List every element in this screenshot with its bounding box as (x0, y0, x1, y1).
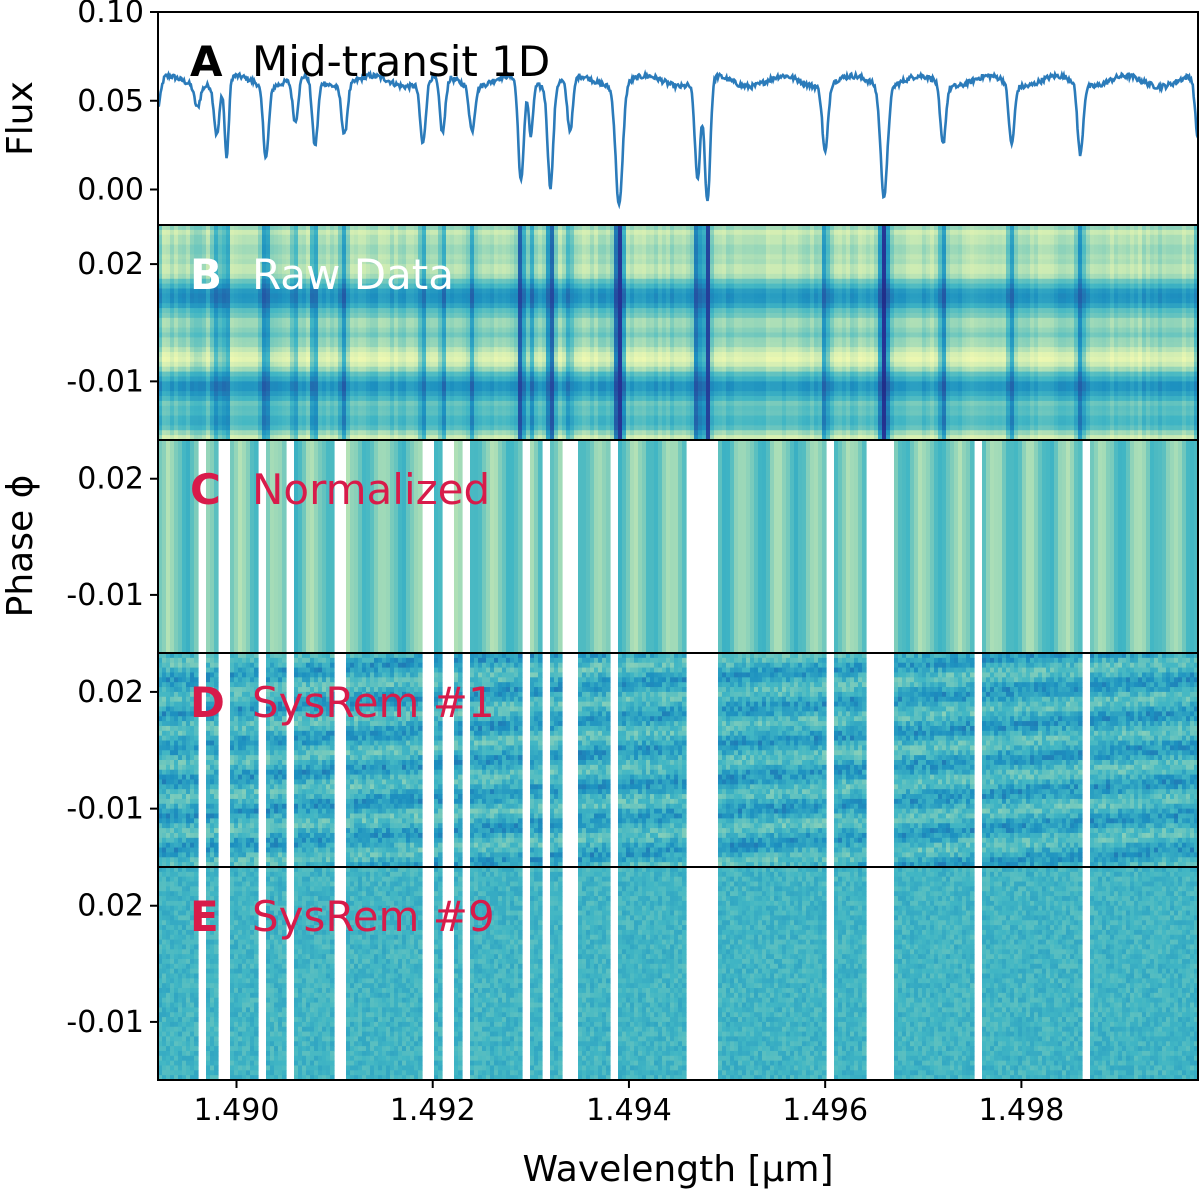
panel-b-label: B Raw Data (190, 250, 454, 299)
x-axis: 1.490 1.492 1.494 1.496 1.498 (194, 1080, 1064, 1128)
flux-axis-title: Flux (0, 81, 41, 156)
y-tick-label: -0.01 (66, 792, 144, 827)
panel-title: SysRem #9 (252, 892, 495, 941)
y-tick-label: 0.00 (77, 173, 144, 208)
heatmap-sysrem9 (158, 867, 1198, 1080)
x-tick-label: 1.498 (978, 1093, 1064, 1128)
x-axis-title: Wavelength [µm] (522, 1149, 833, 1190)
y-tick-label: -0.01 (66, 364, 144, 399)
shared-y-axis-title: Phase ϕ (0, 475, 41, 618)
y-tick-label: 0.02 (77, 462, 144, 497)
panel-letter: E (190, 892, 219, 941)
x-tick-label: 1.496 (782, 1093, 868, 1128)
x-tick-label: 1.492 (390, 1093, 476, 1128)
panel-letter: D (190, 678, 225, 727)
panel-title: SysRem #1 (252, 678, 495, 727)
y-tick-label: -0.01 (66, 578, 144, 613)
panel-e: 0.02 -0.01 E SysRem #9 (66, 866, 1199, 1081)
panel-title: Mid-transit 1D (252, 37, 550, 86)
panel-a: 0.10 0.05 0.00 A Mid-transit 1D Flux (0, 0, 1199, 226)
panel-c: 0.02 -0.01 C Normalized (66, 439, 1199, 654)
panel-d-label: D SysRem #1 (190, 678, 495, 727)
y-tick-label: 0.05 (77, 84, 144, 119)
panels-layer: 0.10 0.05 0.00 A Mid-transit 1D Flux 0.02 -0.01… (0, 0, 1199, 1081)
panel-letter: B (190, 250, 222, 299)
y-tick-label: 0.10 (77, 0, 144, 30)
panel-letter: C (190, 465, 221, 514)
panel-title: Raw Data (252, 250, 454, 299)
y-tick-label: 0.02 (77, 247, 144, 282)
y-tick-label: 0.02 (77, 675, 144, 710)
panel-c-label: C Normalized (190, 465, 490, 514)
panel-a-label: A Mid-transit 1D (190, 37, 550, 86)
y-tick-label: -0.01 (66, 1005, 144, 1040)
panel-e-frame (157, 866, 1199, 1081)
panel-title: Normalized (252, 465, 490, 514)
panel-d: 0.02 -0.01 D SysRem #1 (66, 652, 1199, 868)
panel-e-label: E SysRem #9 (190, 892, 495, 941)
heatmap-raw (158, 225, 1198, 440)
x-tick-label: 1.490 (194, 1093, 280, 1128)
spectrum-line (158, 69, 1198, 210)
panel-letter: A (190, 37, 223, 86)
x-tick-label: 1.494 (586, 1093, 672, 1128)
heatmap-sysrem1 (158, 653, 1198, 867)
y-tick-label: 0.02 (77, 889, 144, 924)
heatmap-normalized (158, 440, 1198, 653)
panel-b: 0.02 -0.01 B Raw Data (66, 224, 1199, 441)
